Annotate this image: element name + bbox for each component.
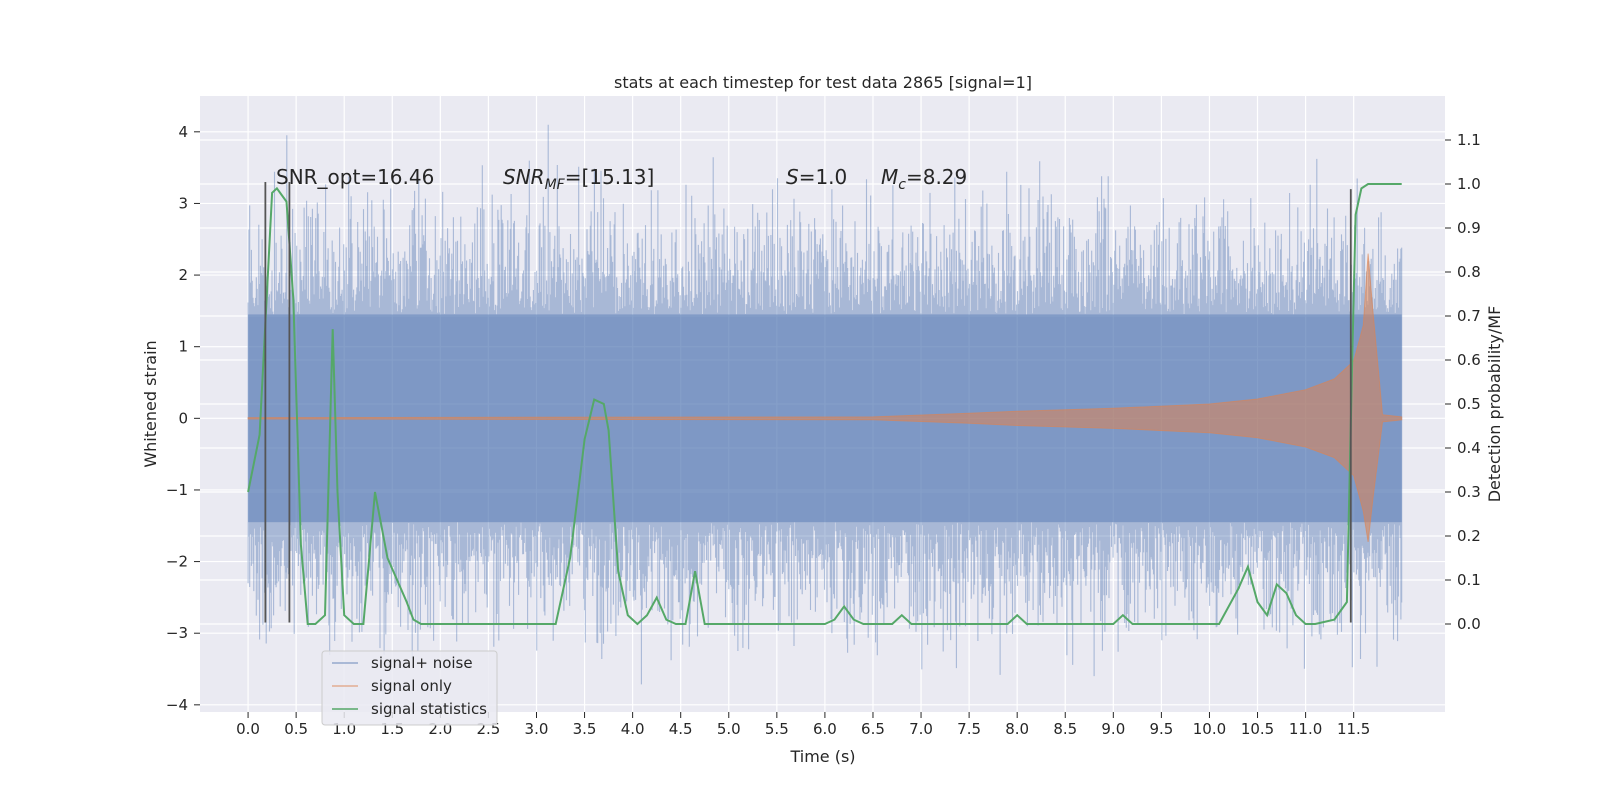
y-left-tick-label: 4	[178, 123, 188, 141]
x-tick-label: 3.5	[573, 720, 597, 738]
y-left-tick-label: −2	[166, 553, 188, 571]
y-left-tick-label: 2	[178, 266, 188, 284]
x-tick-label: 9.5	[1149, 720, 1173, 738]
x-tick-label: 8.0	[1005, 720, 1029, 738]
x-tick-label: 7.5	[957, 720, 981, 738]
y-left-tick-label: −1	[166, 481, 188, 499]
y-right-tick-label: 0.9	[1457, 219, 1481, 237]
legend-label-signal-statistics: signal statistics	[371, 700, 487, 718]
legend-label-signal-noise: signal+ noise	[371, 654, 473, 672]
y-left-tick-label: 0	[178, 409, 188, 427]
y-right-tick-label: 0.8	[1457, 263, 1481, 281]
x-tick-label: 0.5	[284, 720, 308, 738]
series-layer	[247, 124, 1403, 685]
y-axis-label-right: Detection probability/MF	[1485, 306, 1504, 503]
x-tick-label: 6.0	[813, 720, 837, 738]
x-tick-label: 0.0	[236, 720, 260, 738]
y-right-tick-label: 0.1	[1457, 571, 1481, 589]
x-tick-label: 3.0	[525, 720, 549, 738]
annotation-mc: Mc=8.29	[881, 165, 967, 193]
x-tick-label: 5.5	[765, 720, 789, 738]
y-right-tick-label: 0.4	[1457, 439, 1481, 457]
chart-title: stats at each timestep for test data 286…	[614, 73, 1032, 92]
x-tick-label: 11.0	[1289, 720, 1322, 738]
annotation-snr-opt: SNR_opt=16.46	[276, 165, 434, 189]
y-right-tick-label: 0.0	[1457, 615, 1481, 633]
x-tick-label: 11.5	[1337, 720, 1370, 738]
series-signal-statistics	[247, 183, 1402, 626]
y-right-tick-label: 0.7	[1457, 307, 1481, 325]
legend-label-signal-only: signal only	[371, 677, 452, 695]
legend: signal+ noise signal only signal statist…	[321, 650, 498, 726]
x-tick-label: 4.5	[669, 720, 693, 738]
x-tick-label: 10.5	[1241, 720, 1274, 738]
y-right-tick-label: 1.1	[1457, 131, 1481, 149]
x-tick-label: 6.5	[861, 720, 885, 738]
y-right-tick-label: 0.3	[1457, 483, 1481, 501]
y-left-tick-label: 3	[178, 194, 188, 212]
x-tick-label: 9.0	[1101, 720, 1125, 738]
x-tick-label: 10.0	[1193, 720, 1226, 738]
x-tick-label: 5.0	[717, 720, 741, 738]
x-axis-label: Time (s)	[789, 747, 855, 766]
y-right-tick-label: 0.6	[1457, 351, 1481, 369]
y-axis-label-left: Whitened strain	[141, 340, 160, 467]
y-left-tick-label: 1	[178, 338, 188, 356]
x-tick-label: 4.0	[621, 720, 645, 738]
series-signal-only	[247, 253, 1403, 542]
y-right-tick-label: 0.5	[1457, 395, 1481, 413]
legend-box	[321, 650, 498, 726]
annotation-snr-mf: SNRMF=[15.13]	[503, 165, 654, 193]
x-tick-label: 8.5	[1053, 720, 1077, 738]
y-right-tick-label: 1.0	[1457, 175, 1481, 193]
y-left-tick-label: −4	[166, 696, 188, 714]
vertical-markers	[264, 181, 1352, 623]
annotation-s: S=1.0	[786, 165, 847, 189]
y-left-tick-label: −3	[166, 624, 188, 642]
y-right-tick-label: 0.2	[1457, 527, 1481, 545]
x-tick-label: 7.0	[909, 720, 933, 738]
